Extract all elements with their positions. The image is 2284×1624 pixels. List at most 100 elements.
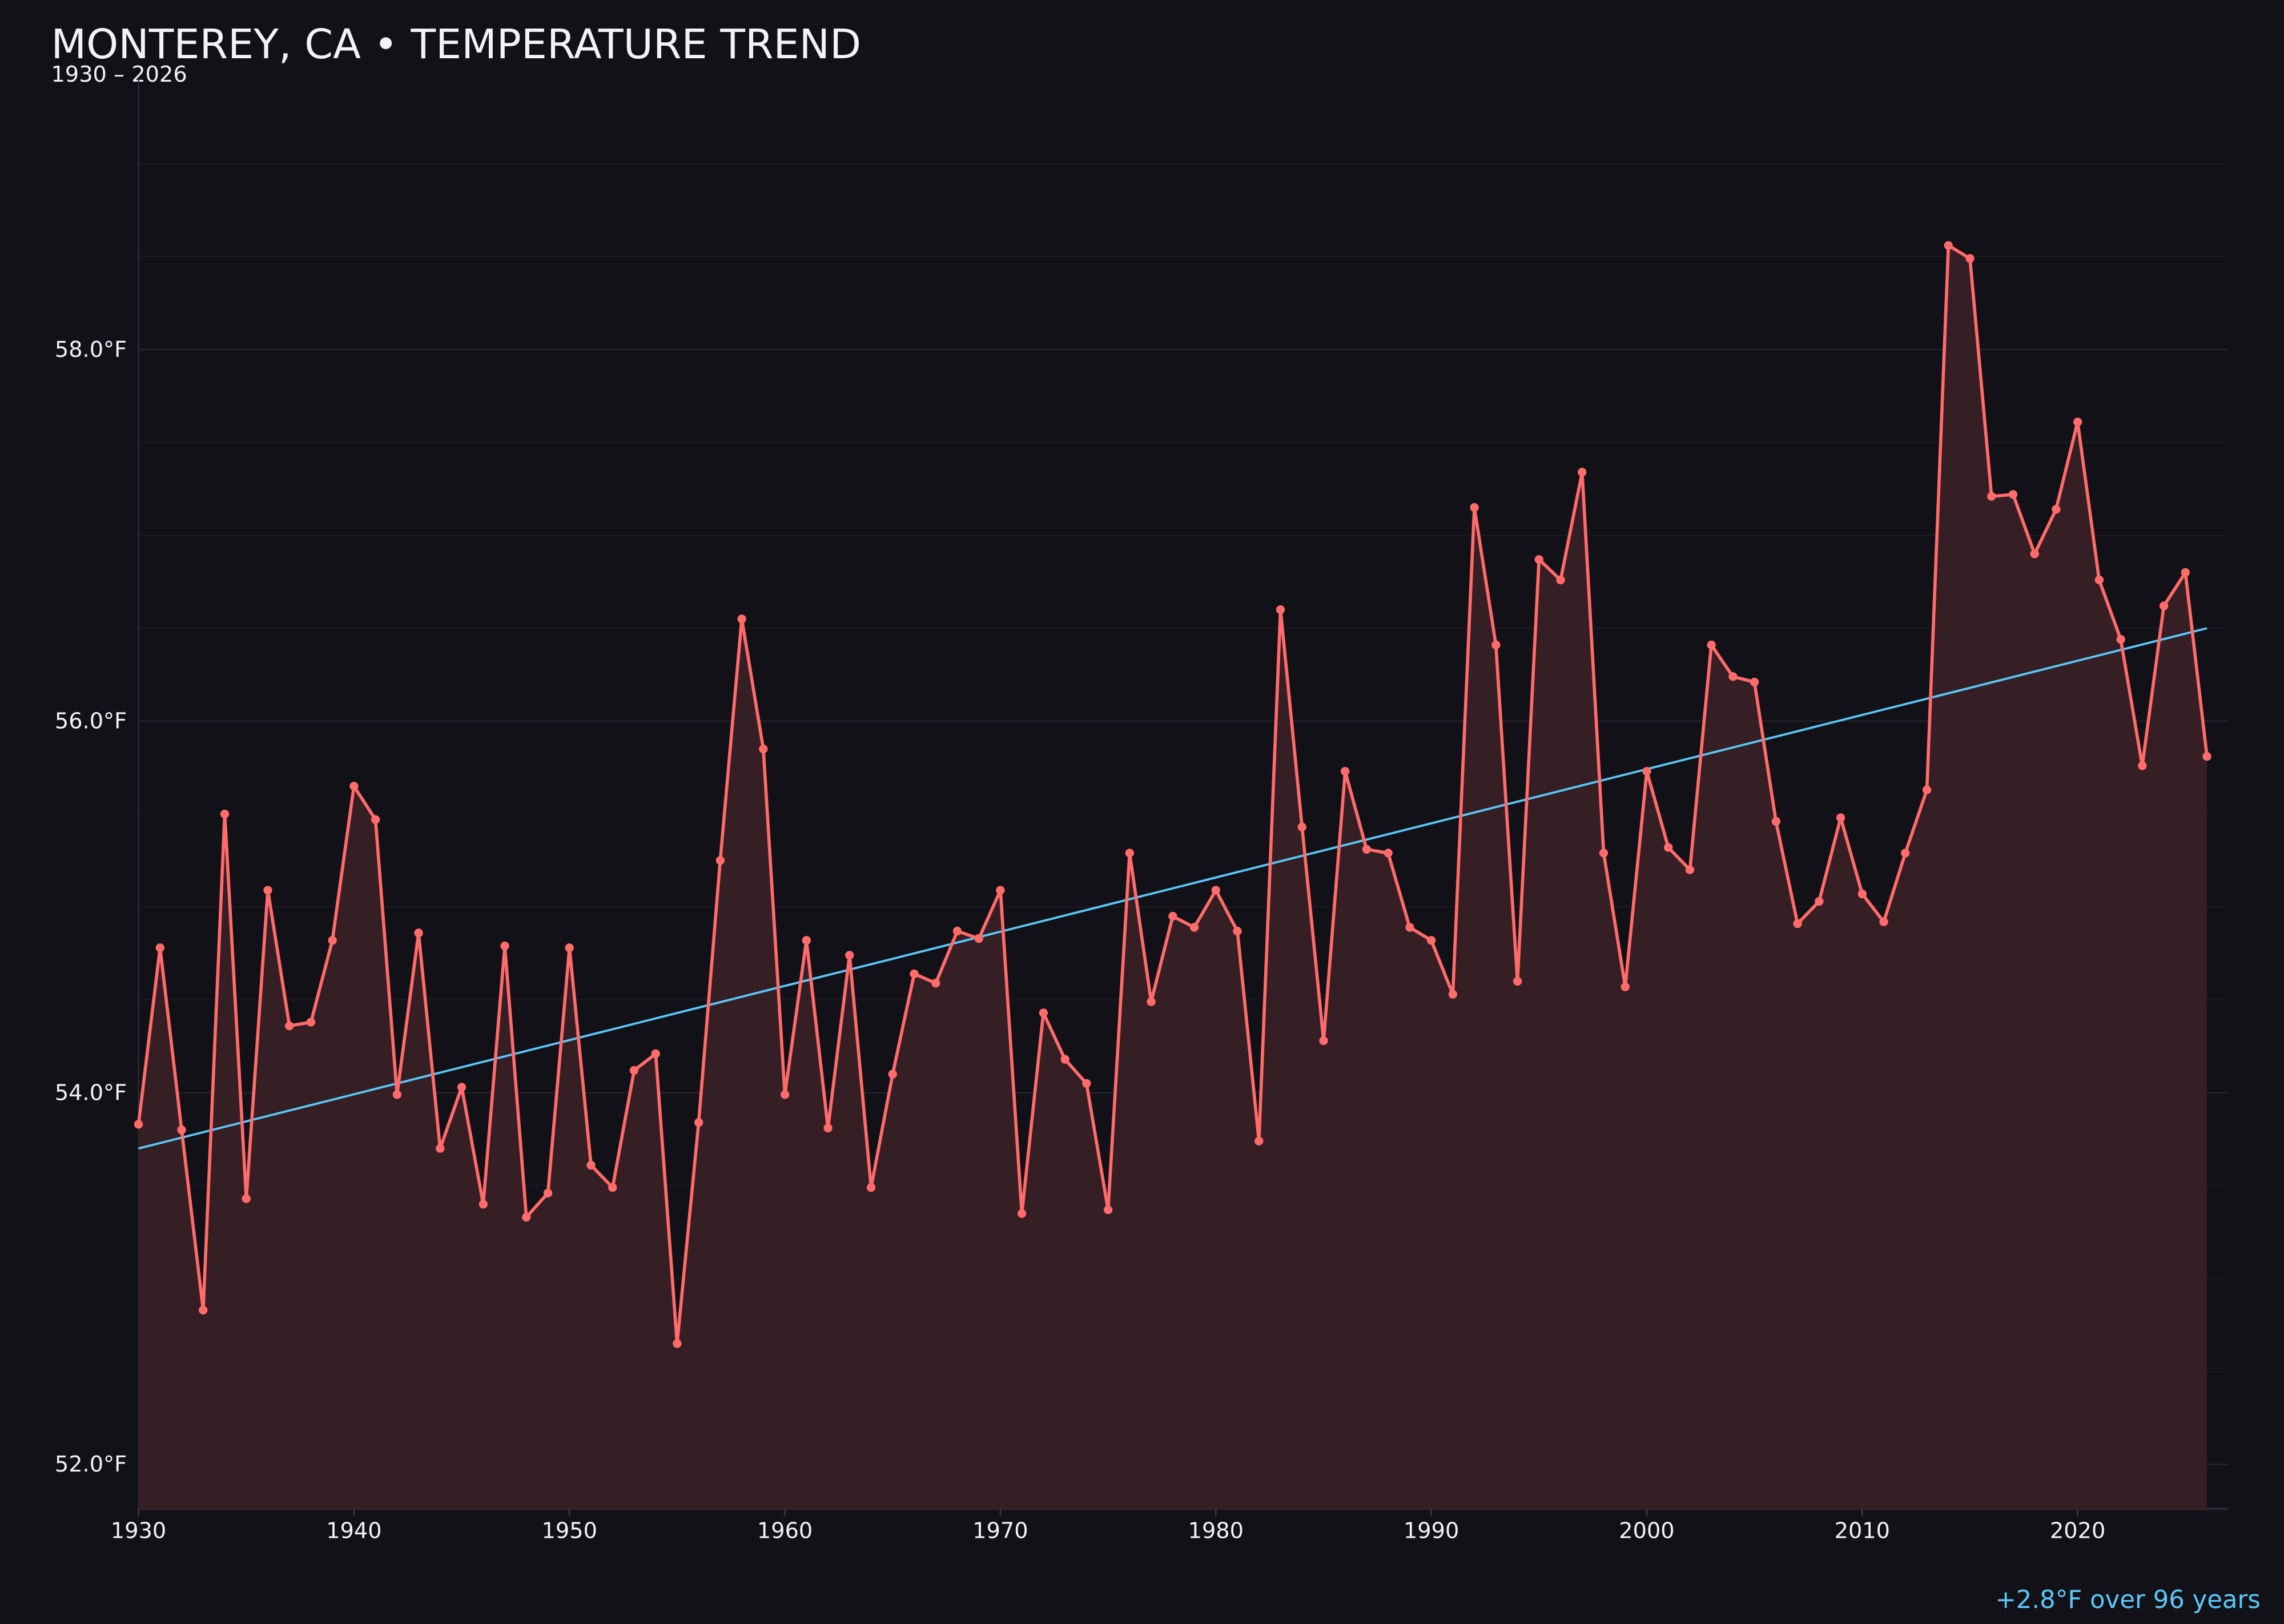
data-point xyxy=(1060,1055,1069,1064)
data-point xyxy=(1491,640,1501,650)
data-point xyxy=(1211,886,1220,895)
data-point xyxy=(1750,677,1759,687)
x-axis: 1930 1940 1950 1960 1970 1980 1990 2000 2010 2020 xyxy=(111,1509,2105,1544)
data-point xyxy=(715,856,725,865)
data-point xyxy=(629,1066,639,1075)
data-point xyxy=(608,1183,617,1192)
data-point xyxy=(1965,254,1975,263)
data-point xyxy=(931,979,940,988)
data-point xyxy=(1879,917,1888,926)
x-tick-label: 1960 xyxy=(757,1518,813,1544)
x-tick-label: 1930 xyxy=(111,1518,166,1544)
data-point xyxy=(1642,767,1651,776)
data-point xyxy=(673,1339,682,1348)
data-point xyxy=(1987,492,1996,501)
data-point xyxy=(177,1125,186,1135)
y-tick-label: 58.0°F xyxy=(55,337,127,363)
data-point xyxy=(651,1049,660,1058)
data-point xyxy=(1319,1036,1328,1046)
data-point xyxy=(220,809,230,819)
chart-subtitle: 1930 – 2026 xyxy=(51,62,187,87)
data-point xyxy=(2138,761,2147,770)
x-tick-label: 1950 xyxy=(542,1518,597,1544)
data-point xyxy=(2116,635,2125,644)
data-point xyxy=(1771,817,1781,826)
x-tick-label: 1990 xyxy=(1404,1518,1459,1544)
data-point xyxy=(1189,923,1199,932)
data-point xyxy=(1578,468,1587,477)
data-point xyxy=(543,1188,553,1197)
x-tick-label: 1980 xyxy=(1188,1518,1244,1544)
data-point xyxy=(1384,849,1393,858)
data-point xyxy=(974,934,983,943)
data-point xyxy=(1362,845,1372,854)
data-point xyxy=(500,941,509,951)
data-point xyxy=(1448,990,1458,999)
data-point xyxy=(586,1160,596,1170)
data-point xyxy=(823,1123,833,1133)
data-point xyxy=(134,1120,143,1129)
data-point xyxy=(780,1090,790,1099)
data-point xyxy=(392,1090,402,1099)
x-tick-label: 2010 xyxy=(1835,1518,1890,1544)
data-point xyxy=(285,1021,294,1031)
data-point xyxy=(371,815,380,824)
data-point xyxy=(996,886,1005,895)
data-point xyxy=(1513,976,1522,986)
data-point xyxy=(866,1183,876,1192)
data-point xyxy=(1341,767,1350,776)
data-point xyxy=(242,1194,251,1203)
data-point xyxy=(306,1018,316,1027)
data-point xyxy=(155,943,164,952)
data-point xyxy=(1620,982,1630,991)
data-point xyxy=(2008,490,2018,499)
data-point xyxy=(2052,505,2061,514)
data-point xyxy=(565,943,574,952)
data-point xyxy=(414,928,423,938)
data-point xyxy=(1233,926,1242,936)
data-point xyxy=(1707,640,1716,650)
data-point xyxy=(1836,813,1845,822)
data-point xyxy=(1426,936,1436,945)
data-point xyxy=(845,951,854,960)
data-point xyxy=(1297,822,1306,831)
data-point xyxy=(2202,752,2211,761)
data-point xyxy=(888,1070,897,1079)
data-point xyxy=(1039,1008,1048,1018)
x-tick-label: 2020 xyxy=(2050,1518,2105,1544)
area-fill xyxy=(138,245,2207,1509)
data-point xyxy=(1944,241,1953,250)
data-point xyxy=(1254,1136,1264,1145)
data-point xyxy=(328,936,337,945)
y-tick-label: 52.0°F xyxy=(55,1452,127,1477)
data-point xyxy=(1922,785,1932,794)
data-point xyxy=(1018,1209,1027,1218)
data-point xyxy=(1276,605,1285,614)
data-point xyxy=(436,1144,445,1153)
data-point xyxy=(1125,849,1135,858)
data-point xyxy=(1534,555,1543,564)
x-tick-label: 2000 xyxy=(1619,1518,1674,1544)
data-point xyxy=(802,936,811,945)
data-point xyxy=(1168,911,1177,921)
data-point xyxy=(1556,575,1565,585)
data-point xyxy=(952,926,962,936)
data-points xyxy=(134,241,2211,1348)
data-point xyxy=(522,1212,531,1222)
data-point xyxy=(2159,601,2169,610)
data-point xyxy=(199,1305,208,1315)
x-tick-label: 1940 xyxy=(326,1518,381,1544)
y-tick-label: 56.0°F xyxy=(55,709,127,734)
trend-annotation: +2.8°F over 96 years xyxy=(1995,1586,2260,1614)
data-point xyxy=(2094,575,2104,585)
data-point xyxy=(737,614,746,624)
data-point xyxy=(349,782,359,791)
data-point xyxy=(1082,1079,1091,1088)
data-point xyxy=(1599,849,1609,858)
data-point xyxy=(2030,549,2039,558)
data-point xyxy=(910,969,919,979)
x-tick-label: 1970 xyxy=(972,1518,1028,1544)
data-point xyxy=(1405,923,1414,932)
chart-title: MONTEREY, CA • TEMPERATURE TREND xyxy=(51,21,862,68)
